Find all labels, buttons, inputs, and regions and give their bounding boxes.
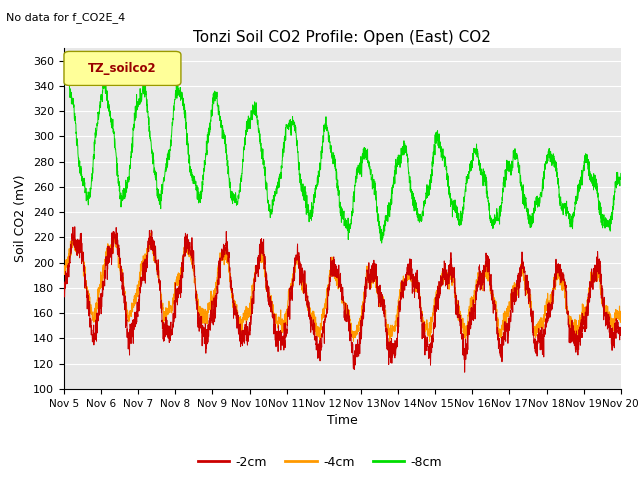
Title: Tonzi Soil CO2 Profile: Open (East) CO2: Tonzi Soil CO2 Profile: Open (East) CO2	[193, 30, 492, 46]
Text: No data for f_CO2E_4: No data for f_CO2E_4	[6, 12, 125, 23]
Y-axis label: Soil CO2 (mV): Soil CO2 (mV)	[15, 175, 28, 262]
Text: TZ_soilco2: TZ_soilco2	[88, 62, 157, 75]
FancyBboxPatch shape	[64, 51, 181, 85]
Legend: -2cm, -4cm, -8cm: -2cm, -4cm, -8cm	[193, 451, 447, 474]
X-axis label: Time: Time	[327, 414, 358, 427]
